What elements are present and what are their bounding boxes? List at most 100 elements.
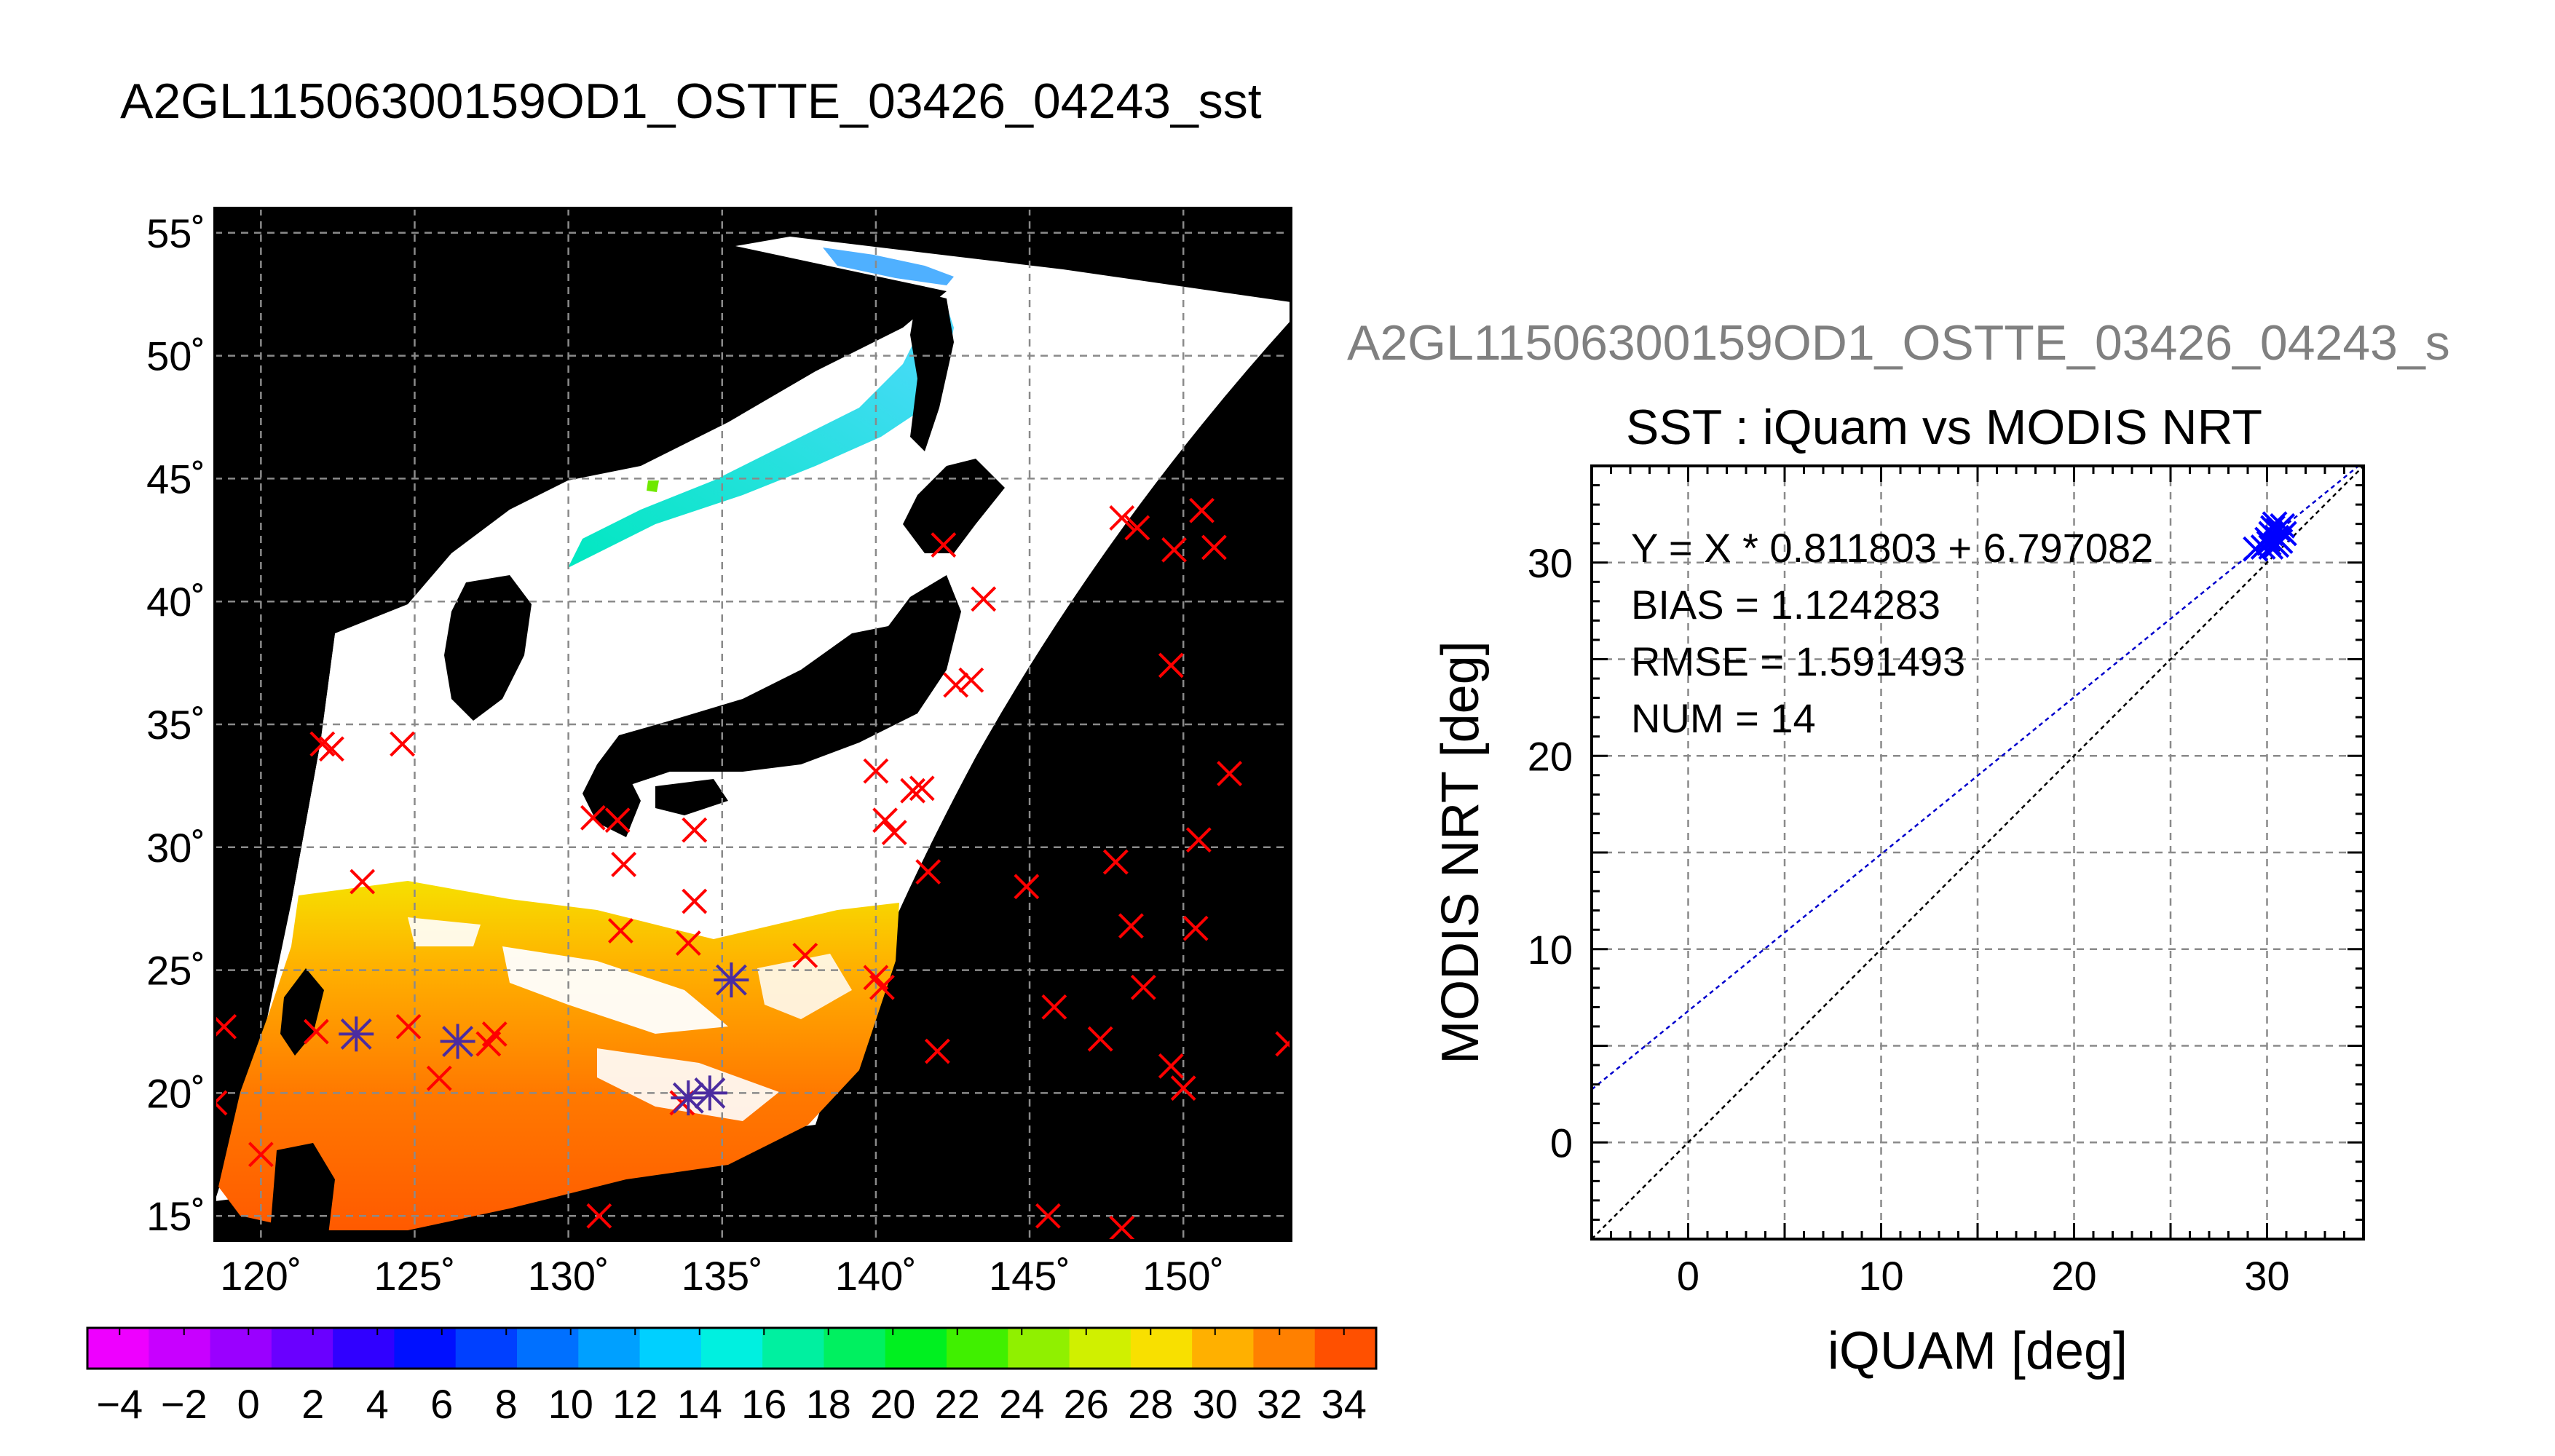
y-tick-label: 20 (1528, 733, 1573, 779)
scatter-title: SST : iQuam vs MODIS NRT (1626, 400, 2263, 455)
lat-tick-label: 35˚ (146, 702, 205, 748)
colorbar-cell (1008, 1328, 1070, 1369)
colorbar-tick-label: 28 (1128, 1381, 1173, 1427)
red-marker (580, 804, 606, 831)
red-marker (792, 942, 818, 968)
colorbar-tick-label: 10 (548, 1381, 593, 1427)
lat-tick-label: 20˚ (146, 1070, 205, 1116)
scatter-points (2243, 511, 2297, 562)
red-marker (931, 532, 957, 558)
colorbar-cell (1314, 1328, 1377, 1369)
scatter-ticks (1590, 464, 2365, 1241)
colorbar-cell (639, 1328, 702, 1369)
colorbar-tick-label: 34 (1322, 1381, 1367, 1427)
red-marker (1189, 497, 1215, 523)
red-marker (390, 731, 416, 757)
stats-bias: BIAS = 1.124283 (1631, 582, 1940, 628)
red-marker (611, 852, 637, 877)
red-marker (863, 758, 889, 784)
colorbar-cell (885, 1328, 947, 1369)
colorbar-tick-label: 8 (495, 1381, 518, 1427)
colorbar-cell (824, 1328, 886, 1369)
lat-tick-label: 25˚ (146, 948, 205, 994)
lat-labels: 55˚ 50˚ 45˚ 40˚ 35˚ 30˚ 25˚ 20˚ 15˚ (146, 210, 205, 1239)
purple-marker (339, 1016, 374, 1052)
colorbar-cell (149, 1328, 211, 1369)
red-marker (915, 859, 941, 885)
scatter-point (2271, 521, 2297, 547)
purple-markers (339, 962, 749, 1116)
x-tick-label: 0 (1677, 1253, 1699, 1299)
purple-marker (671, 1080, 706, 1116)
colorbar-tick-label: 4 (366, 1381, 389, 1427)
sst-map: 55˚ 50˚ 45˚ 40˚ 35˚ 30˚ 25˚ 20˚ 15˚ 120˚ 125˚ 130˚… (146, 207, 1292, 1299)
red-markers (215, 497, 1291, 1241)
colorbar: −4 −2 0 2 4 6 8 10 12 14 16 18 20 22 24 26 28 30 32 34 (86, 1326, 1378, 1427)
red-marker (682, 817, 708, 843)
colorbar-cells (87, 1328, 1377, 1369)
lat-tick-label: 15˚ (146, 1193, 205, 1239)
lon-tick-label: 135˚ (682, 1253, 763, 1299)
red-marker (1130, 974, 1156, 1000)
red-marker (1124, 515, 1150, 541)
cool-sst-band (568, 306, 954, 568)
lat-tick-label: 55˚ (146, 210, 205, 256)
lon-tick-label: 125˚ (374, 1253, 455, 1299)
okhotsk-band (823, 248, 954, 285)
cloud-patch (408, 917, 481, 946)
red-marker (1182, 915, 1209, 941)
y-tick-label: 0 (1550, 1120, 1573, 1166)
colorbar-tick-label: −2 (161, 1381, 208, 1427)
lon-labels: 120˚ 125˚ 130˚ 135˚ 140˚ 145˚ 150˚ (220, 1253, 1224, 1299)
purple-marker (714, 962, 749, 998)
lon-tick-label: 150˚ (1142, 1253, 1224, 1299)
stats-block: Y = X * 0.811803 + 6.797082 BIAS = 1.124… (1631, 525, 2153, 741)
colorbar-cell (700, 1328, 763, 1369)
colorbar-tick-label: 20 (870, 1381, 915, 1427)
stats-fit-equation: Y = X * 0.811803 + 6.797082 (1631, 525, 2153, 571)
scatter-header: A2GL11506300159OD1_OSTTE_03426_04243_s (1347, 315, 2450, 371)
x-tick-label: 10 (1858, 1253, 1903, 1299)
red-marker (604, 807, 631, 834)
colorbar-tick-label: 6 (430, 1381, 453, 1427)
red-marker (872, 807, 898, 834)
colorbar-tick-label: 14 (677, 1381, 722, 1427)
red-marker (909, 775, 935, 802)
red-marker (215, 1090, 228, 1116)
y-axis-label: MODIS NRT [deg] (1431, 641, 1490, 1064)
colorbar-cell (762, 1328, 824, 1369)
y-tick-label: 10 (1528, 927, 1573, 973)
colorbar-tick-label: 16 (741, 1381, 786, 1427)
purple-marker (440, 1024, 475, 1059)
red-marker (1275, 1031, 1291, 1057)
land-japan-honshu (597, 575, 961, 786)
red-marker (350, 869, 376, 895)
red-marker (1217, 761, 1242, 786)
red-marker (475, 1031, 502, 1057)
lat-tick-label: 30˚ (146, 825, 205, 871)
red-marker (958, 667, 984, 693)
colorbar-cell (1253, 1328, 1316, 1369)
red-marker (319, 736, 344, 762)
colorbar-cell (947, 1328, 1008, 1369)
colorbar-cell (578, 1328, 641, 1369)
red-marker (1158, 1053, 1184, 1079)
lat-tick-label: 45˚ (146, 456, 205, 502)
red-marker (1201, 534, 1227, 561)
lat-tick-label: 50˚ (146, 333, 205, 379)
red-marker (608, 918, 633, 944)
red-marker (1102, 849, 1129, 875)
y-tick-label: 30 (1528, 540, 1573, 586)
colorbar-cell (1192, 1328, 1254, 1369)
colorbar-cell (455, 1328, 518, 1369)
red-marker (900, 778, 926, 804)
red-marker (971, 586, 997, 612)
colorbar-frame (86, 1326, 1378, 1370)
land-asia (215, 208, 728, 961)
red-marker (1158, 652, 1184, 678)
purple-marker (692, 1075, 727, 1111)
land-japan-kyushu (583, 764, 641, 837)
warm-sst-region (218, 881, 899, 1230)
land-korea (444, 575, 532, 721)
colorbar-cell (394, 1328, 457, 1369)
